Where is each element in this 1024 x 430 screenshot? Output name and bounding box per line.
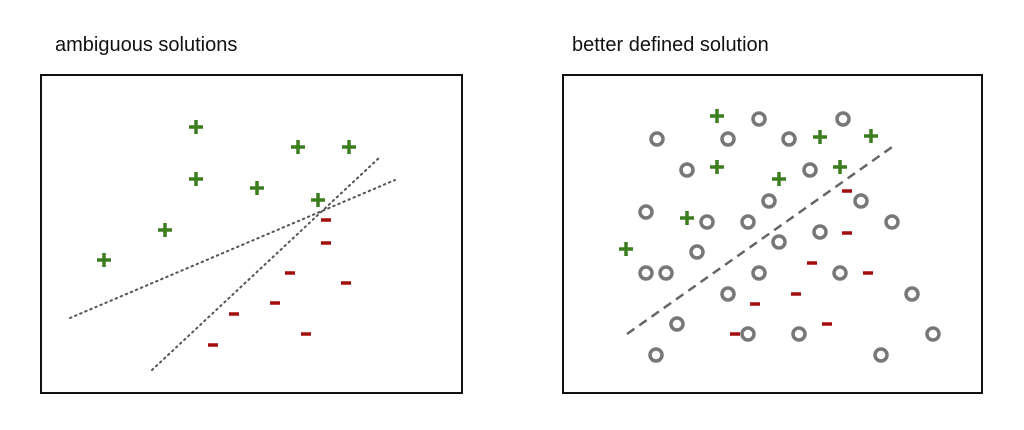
unlabeled-point [812, 224, 828, 240]
panel-title: better defined solution [572, 34, 769, 56]
unlabeled-point [781, 131, 797, 147]
unlabeled-point [740, 214, 756, 230]
unlabeled-point [720, 131, 736, 147]
plus-symbol [311, 193, 325, 207]
unlabeled-point [751, 111, 767, 127]
unlabeled-point [740, 326, 756, 342]
unlabeled-point [720, 286, 736, 302]
unlabeled-point [658, 265, 674, 281]
boundary-line [151, 156, 381, 371]
unlabeled-point [884, 214, 900, 230]
plus-symbol [710, 109, 724, 123]
boundary-line [69, 179, 396, 319]
unlabeled-point [853, 193, 869, 209]
panel-title: ambiguous solutions [55, 34, 237, 56]
panel-frame [562, 74, 983, 394]
unlabeled-point [761, 193, 777, 209]
plus-symbol [619, 242, 633, 256]
plus-symbol [813, 130, 827, 144]
plus-symbol [250, 181, 264, 195]
unlabeled-point [638, 265, 654, 281]
plus-symbol [189, 172, 203, 186]
plus-symbol [710, 160, 724, 174]
unlabeled-point [679, 162, 695, 178]
unlabeled-point [751, 265, 767, 281]
plus-symbol [680, 211, 694, 225]
panel-frame [40, 74, 463, 394]
unlabeled-point [835, 111, 851, 127]
unlabeled-point [771, 234, 787, 250]
plus-symbol [97, 253, 111, 267]
unlabeled-point [638, 204, 654, 220]
unlabeled-point [904, 286, 920, 302]
unlabeled-point [802, 162, 818, 178]
plus-symbol [833, 160, 847, 174]
plus-symbol [772, 172, 786, 186]
unlabeled-point [649, 131, 665, 147]
boundary-line [626, 143, 896, 336]
unlabeled-point [925, 326, 941, 342]
unlabeled-point [873, 347, 889, 363]
unlabeled-point [699, 214, 715, 230]
plus-symbol [158, 223, 172, 237]
unlabeled-point [832, 265, 848, 281]
plus-symbol [864, 129, 878, 143]
unlabeled-point [648, 347, 664, 363]
unlabeled-point [669, 316, 685, 332]
plus-symbol [342, 140, 356, 154]
plus-symbol [291, 140, 305, 154]
plus-symbol [189, 120, 203, 134]
unlabeled-point [689, 244, 705, 260]
unlabeled-point [791, 326, 807, 342]
